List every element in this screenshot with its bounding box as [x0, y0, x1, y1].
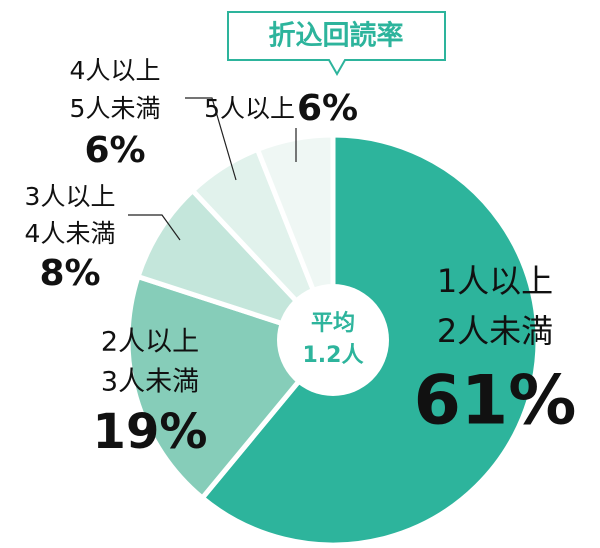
slice-label: 3人未満	[101, 367, 199, 398]
title-callout: 折込回読率	[227, 11, 446, 77]
slice-label: 5人未満	[70, 94, 161, 123]
center-hole	[277, 284, 389, 396]
slice-label: 5人以上	[204, 94, 295, 123]
leader-lines	[128, 97, 297, 241]
value-label: 19%	[93, 404, 208, 460]
center-label: 平均	[311, 310, 355, 336]
center-label: 1.2人	[303, 343, 364, 368]
chart-title: 折込回読率	[269, 20, 404, 52]
slice-label: 2人未満	[437, 312, 553, 350]
slice-label: 1人以上	[437, 262, 553, 300]
value-label: 8%	[39, 253, 100, 294]
slice-label: 2人以上	[101, 327, 199, 358]
slice-label: 4人以上	[70, 56, 161, 85]
slice-label: 3人以上	[25, 182, 116, 211]
value-label: 6%	[297, 88, 358, 129]
value-label: 61%	[414, 362, 577, 441]
leader-line	[128, 214, 181, 241]
pie	[125, 132, 541, 548]
leader-line	[185, 97, 237, 181]
callout-box	[227, 11, 446, 77]
value-label: 6%	[84, 130, 145, 171]
slice-label: 4人未満	[25, 219, 116, 248]
